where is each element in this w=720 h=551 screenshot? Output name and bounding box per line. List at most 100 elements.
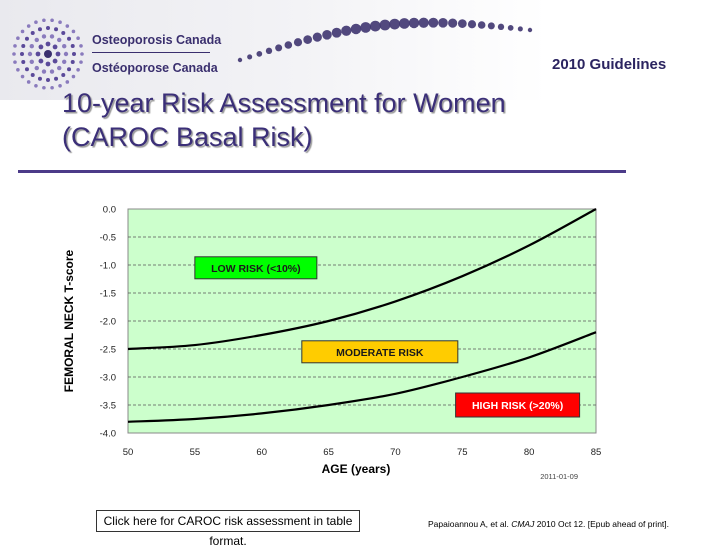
risk-zone-1: MODERATE RISK (301, 340, 459, 364)
logo-dot (67, 67, 72, 72)
logo-dot (52, 44, 58, 50)
logo-dot (46, 26, 50, 30)
logo-dot (70, 60, 75, 65)
x-tick-label: 50 (123, 447, 134, 458)
logo-dot (79, 60, 83, 64)
x-tick-label: 60 (256, 447, 267, 458)
logo-dot (50, 18, 54, 23)
logo-dot (79, 44, 83, 48)
y-tick-label: 0.0 (103, 205, 116, 216)
logo-dot (67, 36, 72, 41)
logo-dot (65, 80, 70, 84)
x-tick-label: 70 (390, 447, 401, 458)
logo-dot (38, 58, 44, 64)
arc-dot (350, 23, 362, 35)
arc-dot (293, 38, 303, 47)
logo-dot (29, 59, 34, 65)
logo-dot (20, 52, 24, 56)
citation: Papaioannou A, et al. CMAJ 2010 Oct 12. … (428, 519, 669, 529)
logo-dot (76, 68, 80, 72)
citation-date: 2010 Oct 12. [Epub ahead of print]. (534, 519, 670, 529)
arc-dot (322, 30, 332, 40)
logo-dot (62, 59, 67, 65)
logo-dot (30, 73, 35, 78)
caroc-risk-chart: LOW RISK (<10%) MODERATE RISK HIGH RISK (>… (62, 205, 602, 482)
logo-dot (35, 51, 41, 57)
y-tick-label: -4.0 (100, 429, 116, 440)
slide-title-line2: (CAROC Basal Risk) (62, 122, 313, 152)
decorative-dot-arc (237, 17, 533, 63)
y-tick-label: -1.0 (100, 261, 116, 272)
risk-zone-box (194, 256, 318, 280)
y-tick-label: -3.0 (100, 373, 116, 384)
logo-dot (26, 80, 31, 84)
logo-dot (24, 36, 29, 41)
risk-zone-box (301, 340, 459, 364)
logo-dot (16, 36, 20, 40)
logo-core-dot (44, 50, 52, 58)
logo-dot (37, 76, 42, 81)
y-tick-label: -3.5 (100, 401, 116, 412)
risk-curves (127, 208, 597, 423)
org-name-en: Osteoporosis Canada (92, 33, 222, 47)
arc-dot (284, 41, 293, 49)
risk-zone-box (455, 392, 581, 418)
y-tick-labels: 0.0 -0.5 -1.0 -1.5 -2.0 -2.5 -3.0 -3.5 -4.0 (100, 205, 116, 440)
logo-dot (34, 20, 38, 25)
logo-dot (80, 52, 84, 56)
risk-zone-labels: LOW RISK (<10%) MODERATE RISK HIGH RISK (>… (194, 256, 581, 418)
table-format-link[interactable]: Click here for CAROC risk assessment in … (96, 510, 360, 548)
logo-dot (57, 65, 62, 71)
arc-dot (527, 27, 533, 33)
logo-dot (20, 29, 25, 34)
logo-dot (65, 24, 70, 28)
slide-title: 10-year Risk Assessment for Women (CAROC… (62, 86, 662, 154)
arc-dot (312, 32, 322, 42)
logo-dot (46, 78, 50, 82)
logo-dot (42, 18, 46, 23)
arc-dot (360, 22, 371, 33)
y-tick-label: -2.5 (100, 345, 116, 356)
logo-dot (71, 74, 76, 79)
logo-dot (34, 83, 38, 88)
y-axis-title: FEMORAL NECK T-score (62, 249, 76, 392)
arc-dot (497, 23, 505, 31)
arc-dot (303, 35, 313, 44)
logo-dot (45, 41, 51, 47)
arc-dot (247, 54, 253, 60)
y-tick-label: -0.5 (100, 233, 116, 244)
logo-dot (37, 27, 42, 32)
arc-dot (467, 20, 477, 29)
logo-dot (30, 30, 35, 35)
risk-zone-label: LOW RISK (<10%) (211, 263, 301, 275)
arc-dot (477, 21, 486, 29)
logo-dot (21, 43, 26, 48)
x-tick-labels: 50 55 60 65 70 75 80 85 (123, 447, 602, 458)
logo-dot (20, 74, 25, 79)
arc-dot (256, 50, 263, 57)
risk-zone-label: HIGH RISK (>20%) (472, 400, 563, 412)
logo-dot (71, 29, 76, 34)
arc-dot (507, 24, 514, 31)
logo-dot (42, 85, 46, 90)
logo-dot (62, 43, 67, 49)
arc-dot (265, 47, 273, 55)
logo-dot (27, 51, 33, 57)
logo-dot (72, 52, 76, 56)
logo-dot (61, 73, 66, 78)
arc-dot (457, 19, 467, 28)
citation-authors: Papaioannou A, et al. (428, 519, 512, 529)
org-name-divider (92, 52, 210, 53)
logo-dot (13, 44, 17, 48)
arc-dot (448, 18, 458, 28)
logo-dot (41, 69, 47, 74)
arc-dot (341, 25, 352, 36)
logo-dot (52, 58, 58, 64)
logo-dot (13, 60, 17, 64)
logo-dot (57, 37, 62, 43)
logo-dot (16, 68, 20, 72)
logo-dot (70, 43, 75, 48)
x-axis-title: AGE (years) (322, 462, 391, 476)
arc-dot (369, 20, 381, 32)
arc-dot (487, 22, 495, 30)
